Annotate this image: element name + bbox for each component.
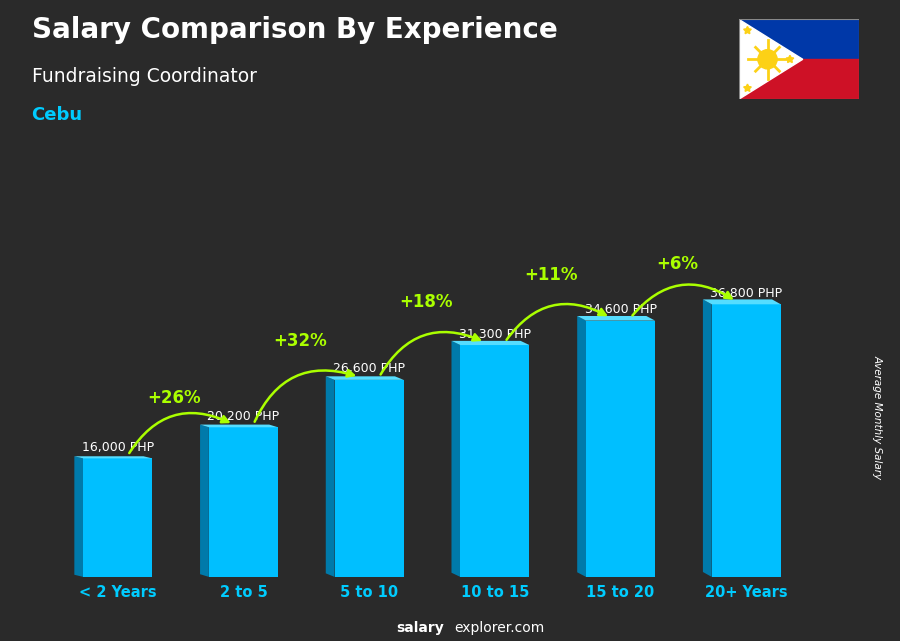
Polygon shape [577,316,586,577]
Text: Salary Comparison By Experience: Salary Comparison By Experience [32,16,557,44]
Text: salary: salary [396,620,444,635]
Text: 31,300 PHP: 31,300 PHP [459,328,531,340]
Polygon shape [452,341,529,345]
Text: +11%: +11% [525,265,578,284]
Text: +32%: +32% [273,332,327,351]
Polygon shape [83,458,152,577]
Polygon shape [703,299,781,304]
Text: explorer.com: explorer.com [454,620,544,635]
Text: Cebu: Cebu [32,106,83,124]
Text: +6%: +6% [656,254,698,272]
Polygon shape [326,376,404,380]
Text: 34,600 PHP: 34,600 PHP [585,303,657,316]
Text: +26%: +26% [148,388,201,406]
Polygon shape [786,55,794,63]
Bar [739,60,859,99]
Polygon shape [200,424,209,577]
Polygon shape [577,316,655,320]
Text: Average Monthly Salary: Average Monthly Salary [872,354,883,479]
Polygon shape [703,299,712,577]
Polygon shape [743,84,752,92]
Polygon shape [743,26,752,34]
Polygon shape [712,304,781,577]
Polygon shape [75,456,152,458]
Text: 20,200 PHP: 20,200 PHP [207,410,280,423]
Polygon shape [335,380,404,577]
Circle shape [758,50,777,69]
Text: 26,600 PHP: 26,600 PHP [333,362,405,376]
Polygon shape [75,456,83,577]
Polygon shape [452,341,460,577]
Text: +18%: +18% [399,293,453,311]
Bar [739,19,859,60]
Polygon shape [586,320,655,577]
Text: 36,800 PHP: 36,800 PHP [710,287,782,300]
Polygon shape [326,376,335,577]
Text: 16,000 PHP: 16,000 PHP [82,441,154,454]
Polygon shape [209,428,278,577]
Text: Fundraising Coordinator: Fundraising Coordinator [32,67,256,87]
Polygon shape [739,19,803,99]
Polygon shape [460,345,529,577]
Polygon shape [200,424,278,428]
